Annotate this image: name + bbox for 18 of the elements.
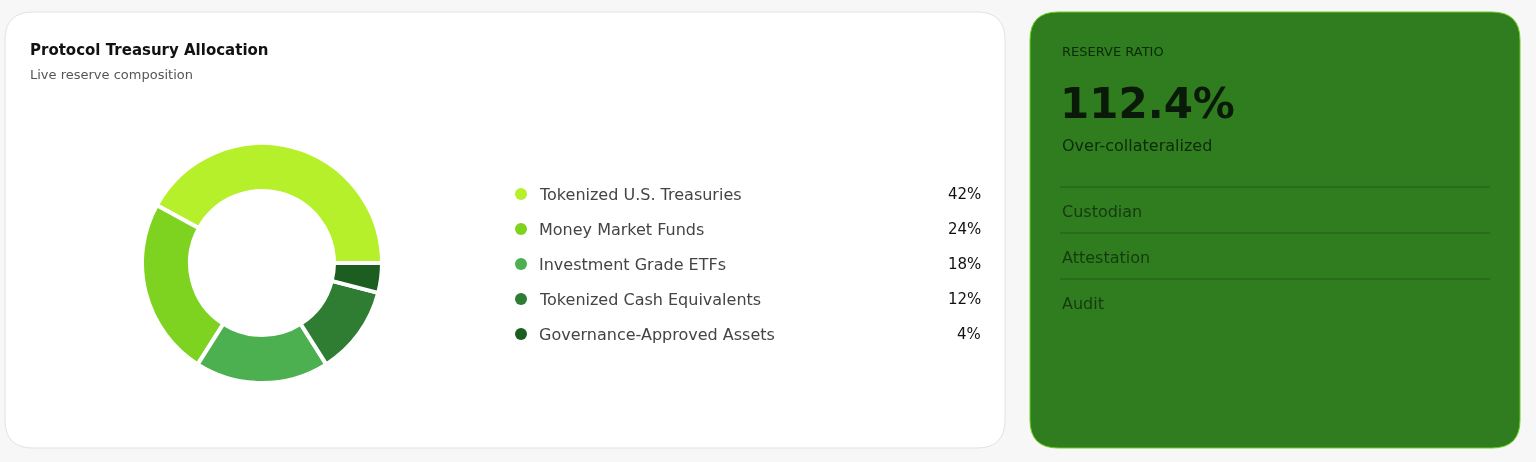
legend-label: Tokenized Cash Equivalents bbox=[539, 290, 762, 309]
text: Custodian bbox=[1062, 202, 1143, 221]
text: Audit bbox=[1062, 294, 1104, 313]
legend-label: Money Market Funds bbox=[539, 220, 705, 239]
legend-label: Investment Grade ETFs bbox=[539, 255, 726, 274]
data-label: 18% bbox=[948, 255, 982, 273]
data-label: 42% bbox=[948, 185, 982, 203]
text: Attestation bbox=[1062, 248, 1151, 267]
legend-label: Tokenized U.S. Treasuries bbox=[539, 185, 742, 204]
data-label: 4% bbox=[957, 325, 981, 343]
data-label: 24% bbox=[948, 220, 982, 238]
text: RESERVE RATIO bbox=[1062, 44, 1164, 59]
data-label: 12% bbox=[948, 290, 982, 308]
text: Over-collateralized bbox=[1062, 136, 1213, 155]
chart-title: Protocol Treasury Allocation bbox=[30, 41, 269, 59]
text: 112.4% bbox=[1060, 79, 1235, 128]
legend-label: Governance-Approved Assets bbox=[539, 325, 775, 344]
chart-subtitle: Live reserve composition bbox=[30, 67, 193, 82]
